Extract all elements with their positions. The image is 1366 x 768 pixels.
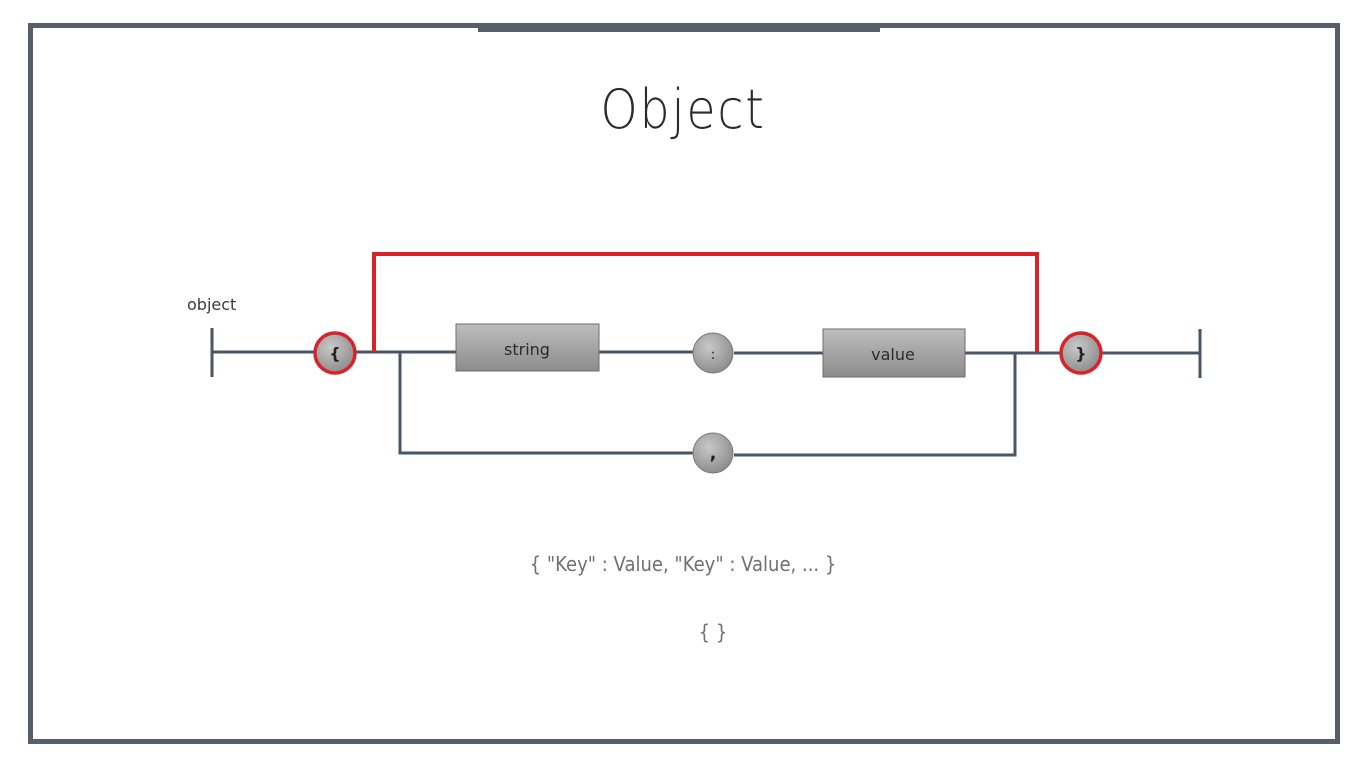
close-brace-label: }: [1075, 344, 1086, 363]
empty-object-bypass: [372, 252, 1039, 352]
example-object-syntax: { "Key" : Value, "Key" : Value, ... }: [529, 552, 837, 576]
comma-loop-right: [734, 353, 1017, 457]
comma-node: ,: [692, 432, 734, 474]
value-node: value: [822, 328, 966, 378]
value-label: value: [871, 345, 915, 364]
close-brace-node: }: [1059, 331, 1103, 375]
colon-label: :: [711, 347, 716, 363]
example-empty-object: { }: [698, 620, 728, 644]
open-brace-label: {: [329, 344, 340, 363]
slide-title: Object: [600, 78, 766, 141]
string-node: string: [455, 323, 600, 372]
comma-loop-left: [398, 352, 693, 455]
rule-name-label: object: [187, 295, 236, 314]
colon-node: :: [692, 332, 734, 374]
slide-top-tab: [478, 24, 880, 32]
comma-label: ,: [710, 443, 717, 464]
open-brace-node: {: [313, 331, 357, 375]
string-label: string: [504, 340, 550, 359]
